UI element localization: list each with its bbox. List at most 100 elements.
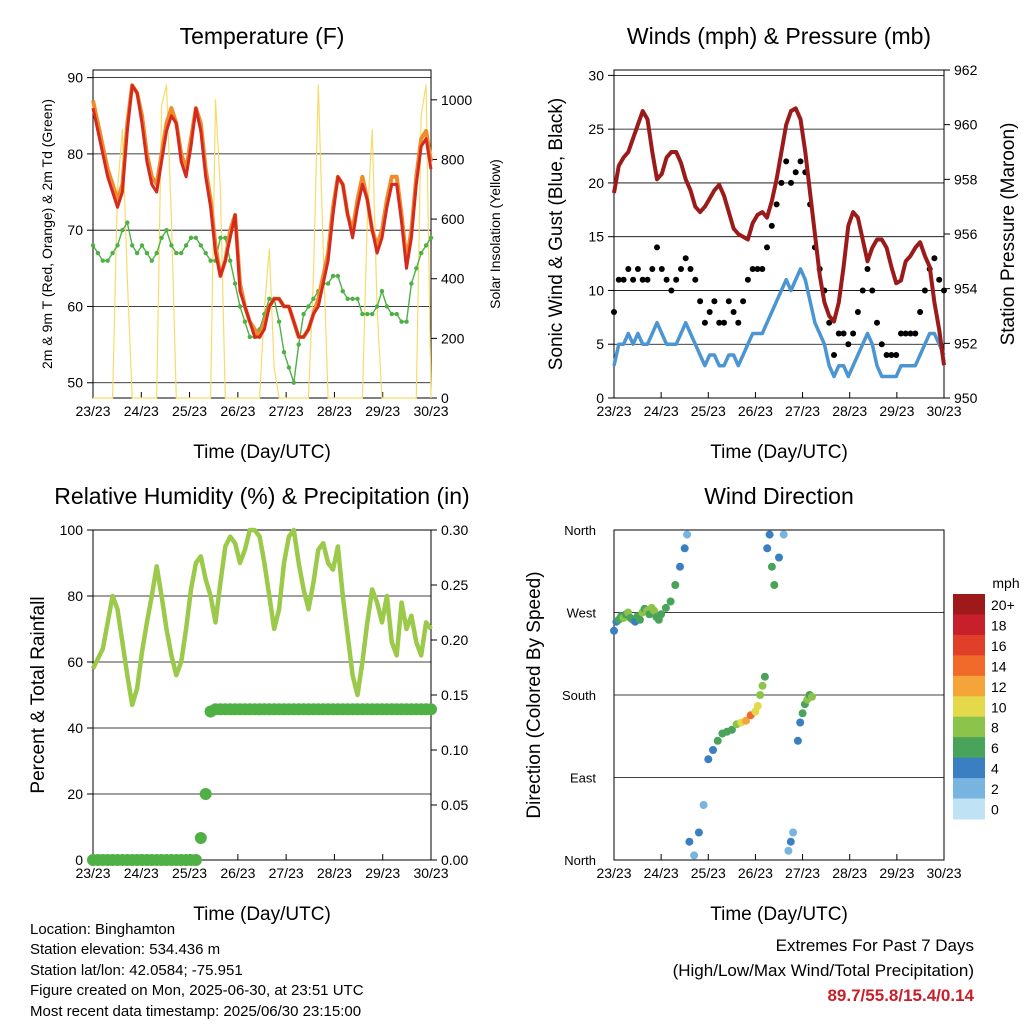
gust-point (701, 319, 708, 326)
gust-point (754, 266, 761, 272)
y-right-tick-label-humidity: 0.20 (441, 632, 468, 648)
gust-point (716, 319, 723, 326)
x-tick-label-winds: 24/23 (644, 403, 679, 419)
chart-title-temperature: Temperature (F) (180, 23, 345, 49)
x-tick-label-direction: 25/23 (691, 865, 726, 881)
relative-humidity-line (90, 527, 433, 708)
extremes-box: Extremes For Past 7 Days (High/Low/Max W… (673, 933, 974, 1008)
gust-point (893, 352, 900, 358)
precipitation-point (194, 832, 207, 844)
y-tick-label-temperature: 70 (67, 222, 83, 238)
elevation-text: Station elevation: 534.436 m (30, 941, 221, 959)
latlon-text: Station lat/lon: 42.0584; -75.951 (30, 961, 243, 979)
gust-point (692, 276, 699, 283)
dewpoint-line (92, 221, 432, 384)
gust-point (749, 266, 756, 272)
colorbar-swatch (953, 737, 985, 759)
colorbar-swatch (953, 778, 985, 800)
created-text: Figure created on Mon, 2025-06-30, at 23… (30, 982, 364, 1000)
y-right-tick-label-winds: 950 (954, 390, 978, 406)
gust-point (744, 276, 751, 283)
y-axis-label-humidity: Percent & Total Rainfall (28, 596, 49, 793)
gust-point (788, 179, 794, 186)
gust-point (697, 298, 704, 305)
y-right-tick-label-temperature: 0 (441, 390, 449, 406)
x-tick-label-winds: 26/23 (738, 403, 773, 419)
gust-point (797, 158, 804, 165)
direction-point (760, 672, 769, 681)
gust-point (878, 341, 885, 348)
colorbar-swatch (953, 798, 985, 820)
y-tick-label-humidity: 40 (67, 720, 83, 736)
y-right-tick-label-winds: 960 (954, 117, 978, 133)
x-tick-label-winds: 29/23 (879, 403, 914, 419)
colorbar-swatch (953, 716, 985, 738)
direction-point (767, 562, 776, 571)
colorbar-swatch (953, 634, 985, 656)
gust-point (654, 244, 660, 251)
x-tick-label-direction: 30/23 (926, 865, 961, 881)
colorbar-label: 16 (991, 638, 1007, 654)
x-tick-label-direction: 27/23 (785, 865, 820, 881)
y-tick-label-winds: 20 (588, 175, 604, 191)
gust-point (768, 222, 775, 229)
y-right-axis-label-winds: Station Pressure (Maroon) (998, 123, 1019, 346)
gust-point (730, 309, 737, 315)
y-tick-label-winds: 30 (588, 67, 604, 83)
colorbar-label: 14 (991, 658, 1007, 674)
direction-point (610, 626, 618, 635)
temperature-2m-line (91, 83, 433, 339)
x-tick-label-winds: 25/23 (691, 403, 726, 419)
precipitation-point (425, 703, 437, 716)
y-tick-label-winds: 0 (596, 390, 604, 406)
y-tick-label-winds: 10 (588, 282, 604, 298)
precipitation-point (199, 788, 212, 800)
x-tick-label-direction: 24/23 (644, 865, 679, 881)
y-tick-label-humidity: 80 (67, 588, 83, 604)
direction-point (699, 801, 708, 809)
x-tick-label-temperature: 23/23 (75, 403, 110, 419)
y-tick-label-direction: South (562, 688, 596, 703)
plot-area-winds (613, 69, 945, 399)
gust-point (778, 179, 785, 186)
gust-point (668, 287, 675, 294)
colorbar-swatch (953, 696, 985, 718)
colorbar-swatch (953, 757, 985, 779)
direction-point (765, 530, 774, 539)
x-axis-label-direction: Time (Day/UTC) (710, 904, 848, 925)
x-tick-label-temperature: 30/23 (413, 403, 448, 419)
sonic-wind-line (612, 267, 946, 379)
gust-point (611, 309, 617, 315)
direction-point (770, 581, 779, 589)
y-right-tick-label-temperature: 1000 (441, 92, 472, 108)
solar-insolation-line (93, 84, 432, 399)
y-tick-label-winds: 5 (596, 336, 604, 352)
colorbar-label: 8 (991, 720, 999, 736)
y-right-tick-label-winds: 958 (954, 171, 978, 187)
y-right-tick-label-humidity: 0.00 (441, 852, 468, 868)
y-right-tick-label-temperature: 200 (441, 330, 465, 346)
gust-point (792, 169, 799, 176)
gust-point (869, 287, 876, 294)
x-tick-label-temperature: 24/23 (124, 403, 159, 419)
colorbar-swatch (953, 594, 985, 615)
gust-point (864, 266, 871, 272)
direction-point (657, 610, 666, 619)
y-right-tick-label-winds: 956 (954, 226, 978, 242)
gust-point (773, 201, 780, 208)
colorbar-label: 20+ (991, 597, 1015, 613)
gust-point (682, 255, 689, 262)
direction-point (798, 709, 807, 718)
x-tick-label-temperature: 26/23 (220, 403, 255, 419)
direction-point (661, 603, 670, 612)
gust-point (658, 266, 665, 272)
gust-point (898, 330, 904, 337)
direction-point (685, 837, 694, 846)
gust-point (678, 266, 684, 272)
gust-point (764, 244, 770, 251)
y-right-tick-label-humidity: 0.10 (441, 742, 468, 758)
x-tick-label-temperature: 29/23 (365, 403, 400, 419)
y-right-tick-label-winds: 952 (954, 335, 978, 351)
direction-point (789, 828, 798, 837)
direction-point (756, 691, 765, 699)
